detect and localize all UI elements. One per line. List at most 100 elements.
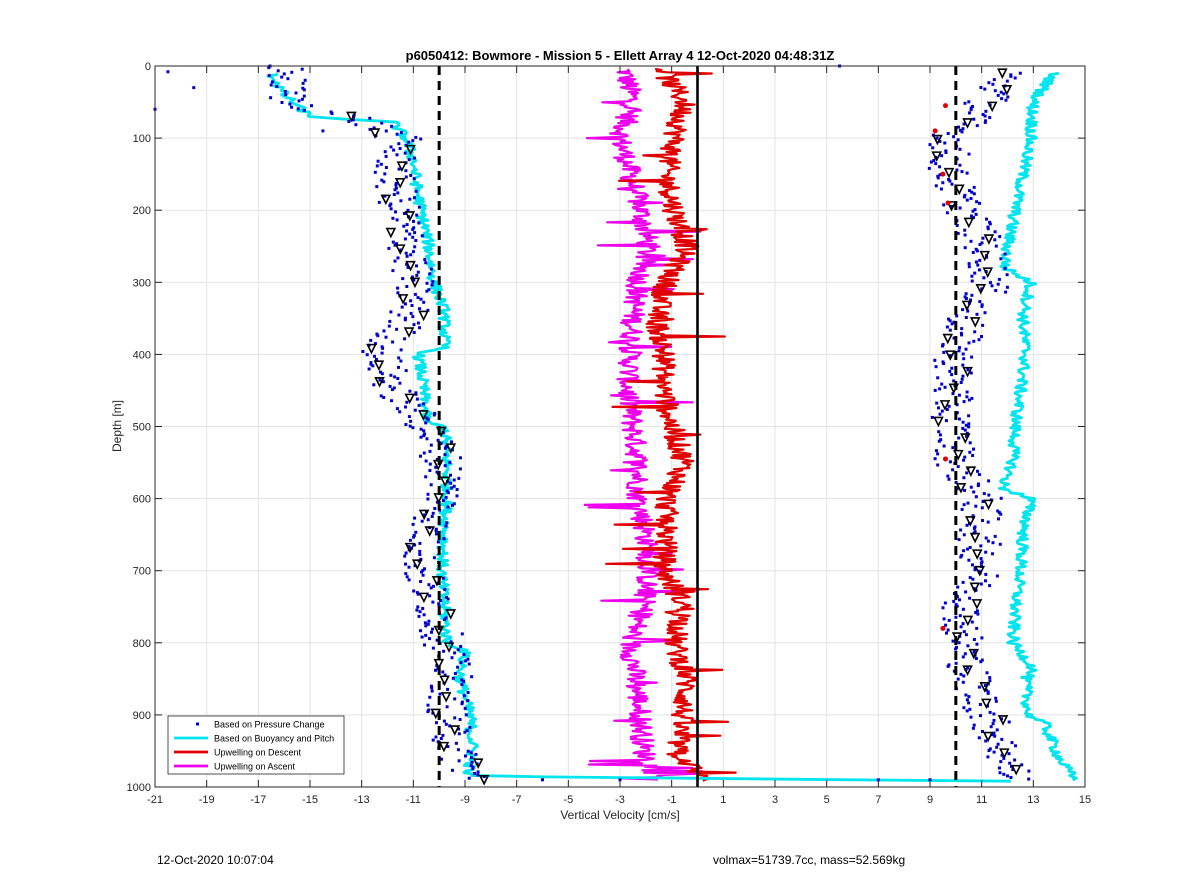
pressure-descent-point [425, 510, 428, 514]
pressure-descent-point [379, 394, 383, 398]
pressure-ascent-point [996, 742, 1000, 746]
pressure-descent-point [467, 662, 471, 666]
pressure-ascent-point [954, 647, 958, 651]
pressure-descent-point [383, 172, 387, 176]
pressure-ascent-point [994, 699, 998, 703]
pressure-ascent-point [988, 281, 992, 285]
pressure-descent-point [457, 732, 461, 736]
pressure-ascent-point [956, 465, 960, 469]
x-tick-label: 1 [720, 794, 726, 806]
pressure-descent-point [431, 738, 435, 742]
pressure-descent-point [414, 189, 418, 193]
pressure-ascent-point [945, 408, 949, 411]
pressure-ascent-point [962, 122, 966, 126]
pressure-descent-point [436, 540, 440, 544]
pressure-descent-point [456, 665, 460, 669]
pressure-ascent-point [1006, 95, 1010, 99]
pressure-ascent-point [955, 595, 959, 599]
pressure-descent-point [414, 135, 418, 139]
pressure-ascent-point [966, 309, 970, 313]
pressure-descent-point [409, 173, 413, 177]
descent-marker [404, 542, 416, 554]
pressure-ascent-point [927, 166, 931, 170]
pressure-ascent-point [980, 335, 983, 338]
pressure-descent-point [441, 499, 445, 503]
pressure-descent-point [379, 162, 383, 166]
pressure-ascent-point [974, 212, 978, 216]
pressure-descent-point [406, 265, 410, 269]
pressure-descent-point [429, 483, 433, 487]
pressure-ascent-point [980, 287, 984, 291]
pressure-ascent-point [961, 127, 965, 131]
pressure-descent-point [435, 470, 439, 474]
pressure-descent-point [412, 534, 416, 537]
legend-label: Based on Buoyancy and Pitch [214, 734, 334, 744]
pressure-ascent-point [928, 143, 932, 147]
ascent-marker [979, 250, 991, 262]
pressure-descent-point [419, 454, 422, 458]
pressure-descent-point [453, 716, 457, 720]
pressure-ascent-point [970, 279, 974, 283]
pressure-ascent-point [1000, 737, 1004, 741]
pressure-ascent-point [965, 198, 969, 202]
pressure-ascent-point [999, 496, 1003, 500]
pressure-descent-point [435, 500, 439, 504]
pressure-descent-point [443, 673, 447, 677]
pressure-ascent-point [973, 208, 977, 212]
pressure-ascent-point [959, 381, 963, 384]
pressure-ascent-point [947, 317, 950, 321]
y-tick-label: 900 [133, 710, 151, 722]
pressure-descent-point [423, 643, 426, 647]
pressure-ascent-point [992, 78, 996, 82]
pressure-ascent-point [967, 695, 971, 699]
pressure-descent-point [376, 159, 380, 163]
pressure-ascent-point [955, 168, 959, 172]
pressure-ascent-point [993, 230, 997, 234]
pressure-ascent-point [962, 400, 966, 404]
pressure-ascent-point [1010, 741, 1014, 745]
legend: Based on Pressure Change Based on Buoyanc… [167, 715, 345, 775]
pressure-ascent-point [986, 227, 990, 231]
pressure-ascent-point [1011, 768, 1015, 772]
pressure-descent-point [389, 145, 393, 149]
pressure-descent-point [375, 332, 379, 336]
descent-marker [403, 327, 415, 338]
x-tick-label: -17 [250, 794, 266, 806]
pressure-ascent-point [969, 298, 972, 302]
pressure-descent-point [286, 77, 290, 81]
pressure-ascent-point [960, 507, 964, 511]
pressure-ascent-point [961, 655, 965, 659]
pressure-ascent-point [962, 195, 966, 199]
pressure-ascent-point [956, 677, 960, 681]
pressure-descent-point [403, 318, 407, 322]
pressure-ascent-point [961, 352, 965, 356]
pressure-descent-point [471, 765, 475, 769]
pressure-ascent-point [1005, 273, 1009, 277]
pressure-ascent-point [954, 603, 958, 607]
pressure-ascent-point [976, 469, 979, 473]
pressure-ascent-point [983, 114, 987, 118]
pressure-ascent-point [957, 436, 961, 440]
pressure-ascent-point [989, 725, 993, 729]
pressure-descent-point [408, 389, 412, 393]
reference-lines [437, 66, 958, 787]
pressure-ascent-point [973, 271, 977, 275]
pressure-ascent-point [988, 747, 992, 751]
descent-marker [404, 211, 416, 222]
pressure-descent-point [399, 248, 403, 252]
pressure-descent-point [450, 486, 453, 490]
pressure-descent-point [398, 381, 402, 385]
pressure-descent-point [423, 621, 427, 625]
pressure-ascent-point [975, 249, 979, 253]
pressure-descent-point [290, 70, 294, 74]
descent-marker [366, 343, 377, 355]
pressure-ascent-point [935, 449, 938, 453]
pressure-descent-point [407, 545, 411, 549]
pressure-descent-point [418, 541, 422, 545]
pressure-descent-point [368, 116, 372, 120]
pressure-ascent-point [984, 550, 988, 554]
pressure-descent-point [411, 522, 415, 526]
pressure-descent-point [382, 180, 386, 184]
pressure-descent-point [433, 411, 437, 415]
pressure-ascent-point [991, 722, 995, 726]
